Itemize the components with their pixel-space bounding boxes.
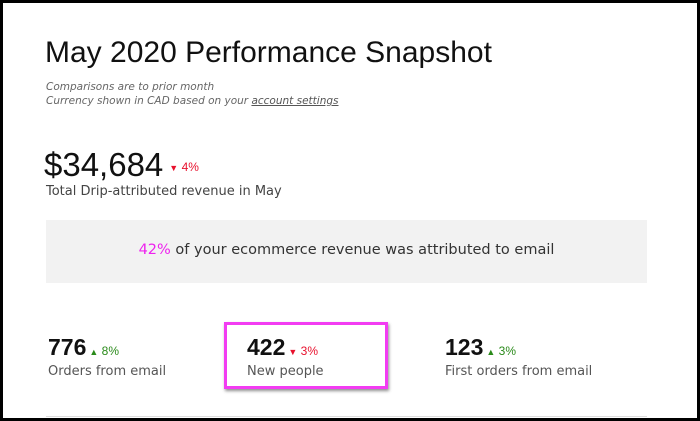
stat-change-value: 8% [101, 343, 119, 358]
stat-label: New people [247, 364, 324, 379]
comparison-note: Comparisons are to prior month [46, 81, 215, 93]
page-title: May 2020 Performance Snapshot [45, 36, 492, 69]
currency-note-text: Currency shown in CAD based on your [46, 95, 252, 107]
stat-value: 776 [48, 334, 87, 360]
attribution-text: of your ecommerce revenue was attributed… [170, 242, 555, 258]
stat-first-orders: 123 ▲ 3% First orders from email [445, 334, 592, 379]
revenue-value: $34,684 [44, 146, 164, 183]
revenue-change: ▼ 4% [169, 160, 199, 174]
stat-orders-from-email: 776 ▲ 8% Orders from email [48, 334, 166, 379]
stat-label: First orders from email [445, 364, 593, 379]
arrow-up-icon: ▲ [486, 346, 496, 357]
revenue-label: Total Drip-attributed revenue in May [46, 184, 282, 199]
stat-value: 422 [247, 334, 286, 360]
revenue-metric: $34,684 ▼ 4% [44, 146, 199, 184]
account-settings-link[interactable]: account settings [251, 95, 339, 107]
arrow-down-icon: ▼ [169, 163, 179, 174]
stat-change-value: 3% [498, 343, 516, 358]
attribution-percent: 42% [138, 242, 171, 258]
stat-change: ▼ 3% [288, 344, 318, 358]
revenue-change-value: 4% [181, 160, 199, 175]
stat-new-people: 422 ▼ 3% New people [247, 334, 324, 379]
stat-change: ▲ 8% [89, 344, 119, 358]
divider [46, 416, 647, 417]
stat-change: ▲ 3% [486, 344, 516, 358]
stat-change-value: 3% [300, 343, 318, 358]
email-attribution-banner: 42% of your ecommerce revenue was attrib… [46, 220, 647, 283]
currency-note: Currency shown in CAD based on your acco… [46, 95, 338, 107]
highlight-box [224, 322, 388, 389]
stat-value: 123 [445, 334, 484, 360]
arrow-up-icon: ▲ [89, 346, 99, 357]
arrow-down-icon: ▼ [288, 346, 298, 357]
stat-label: Orders from email [48, 364, 167, 379]
